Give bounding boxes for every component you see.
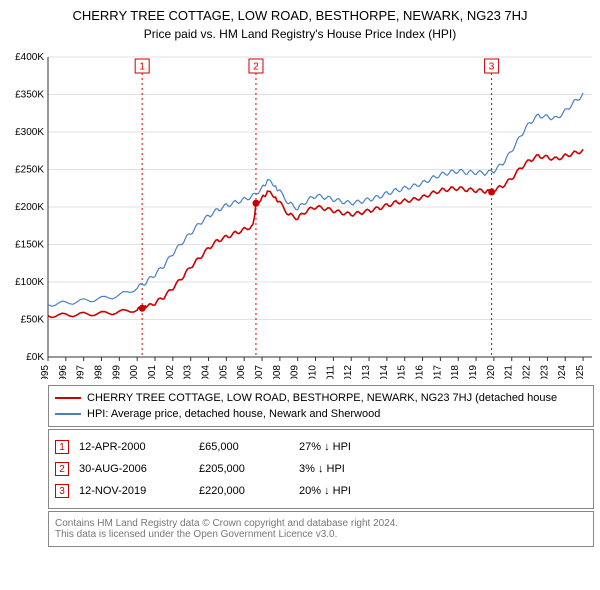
chart-title: CHERRY TREE COTTAGE, LOW ROAD, BESTHORPE… xyxy=(6,8,594,23)
event-date: 12-NOV-2019 xyxy=(79,485,189,497)
svg-text:£100K: £100K xyxy=(15,277,44,288)
event-delta: 3% ↓ HPI xyxy=(299,463,419,475)
legend-label: HPI: Average price, detached house, Newa… xyxy=(87,408,380,420)
event-row: 3 12-NOV-2019 £220,000 20% ↓ HPI xyxy=(55,480,587,502)
event-row: 2 30-AUG-2006 £205,000 3% ↓ HPI xyxy=(55,458,587,480)
events-table: 1 12-APR-2000 £65,000 27% ↓ HPI 2 30-AUG-2006… xyxy=(48,429,594,509)
svg-text:2008: 2008 xyxy=(272,365,283,379)
svg-text:2024: 2024 xyxy=(557,365,568,379)
svg-text:2009: 2009 xyxy=(290,365,301,379)
svg-text:2002: 2002 xyxy=(165,365,176,379)
svg-text:2012: 2012 xyxy=(343,365,354,379)
svg-text:2011: 2011 xyxy=(325,365,336,379)
svg-text:2000: 2000 xyxy=(129,365,140,379)
event-price: £220,000 xyxy=(199,485,289,497)
svg-text:£50K: £50K xyxy=(21,315,45,326)
legend: CHERRY TREE COTTAGE, LOW ROAD, BESTHORPE… xyxy=(48,385,594,427)
svg-text:2004: 2004 xyxy=(201,365,212,379)
event-marker: 3 xyxy=(55,484,69,498)
svg-text:2022: 2022 xyxy=(522,365,533,379)
attribution-footer: Contains HM Land Registry data © Crown c… xyxy=(48,511,594,547)
svg-text:1997: 1997 xyxy=(76,365,87,379)
svg-text:2010: 2010 xyxy=(308,365,319,379)
svg-text:2018: 2018 xyxy=(450,365,461,379)
svg-text:£250K: £250K xyxy=(15,165,44,176)
svg-text:£400K: £400K xyxy=(15,52,44,63)
svg-text:£0K: £0K xyxy=(26,352,44,363)
svg-text:2005: 2005 xyxy=(218,365,229,379)
event-row: 1 12-APR-2000 £65,000 27% ↓ HPI xyxy=(55,436,587,458)
event-date: 30-AUG-2006 xyxy=(79,463,189,475)
svg-text:2016: 2016 xyxy=(415,365,426,379)
svg-text:2020: 2020 xyxy=(486,365,497,379)
legend-row: HPI: Average price, detached house, Newa… xyxy=(55,406,587,422)
event-delta: 27% ↓ HPI xyxy=(299,441,419,453)
footer-line-1: Contains HM Land Registry data © Crown c… xyxy=(55,518,587,529)
svg-text:2017: 2017 xyxy=(432,365,443,379)
svg-text:2014: 2014 xyxy=(379,365,390,379)
svg-text:1: 1 xyxy=(139,62,145,73)
legend-swatch xyxy=(55,397,81,399)
event-marker: 2 xyxy=(55,462,69,476)
svg-text:2019: 2019 xyxy=(468,365,479,379)
event-delta: 20% ↓ HPI xyxy=(299,485,419,497)
event-marker: 1 xyxy=(55,440,69,454)
svg-text:2006: 2006 xyxy=(236,365,247,379)
svg-text:2013: 2013 xyxy=(361,365,372,379)
svg-text:1996: 1996 xyxy=(58,365,69,379)
svg-text:2023: 2023 xyxy=(539,365,550,379)
event-price: £205,000 xyxy=(199,463,289,475)
svg-text:1998: 1998 xyxy=(94,365,105,379)
svg-text:2021: 2021 xyxy=(504,365,515,379)
svg-text:£200K: £200K xyxy=(15,202,44,213)
svg-text:1999: 1999 xyxy=(111,365,122,379)
chart-subtitle: Price paid vs. HM Land Registry's House … xyxy=(6,27,594,41)
svg-text:1995: 1995 xyxy=(40,365,51,379)
svg-text:£350K: £350K xyxy=(15,90,44,101)
svg-text:£150K: £150K xyxy=(15,240,44,251)
legend-swatch xyxy=(55,413,81,415)
footer-line-2: This data is licensed under the Open Gov… xyxy=(55,529,587,540)
svg-text:2025: 2025 xyxy=(575,365,586,379)
svg-text:2: 2 xyxy=(253,62,259,73)
legend-row: CHERRY TREE COTTAGE, LOW ROAD, BESTHORPE… xyxy=(55,390,587,406)
svg-text:£300K: £300K xyxy=(15,127,44,138)
line-chart: £0K £50K £100K £150K £200K £250K £300K £350K £40… xyxy=(6,49,594,379)
chart-area: £0K £50K £100K £150K £200K £250K £300K £350K £40… xyxy=(6,49,594,379)
event-date: 12-APR-2000 xyxy=(79,441,189,453)
svg-text:2015: 2015 xyxy=(397,365,408,379)
svg-text:2007: 2007 xyxy=(254,365,265,379)
legend-label: CHERRY TREE COTTAGE, LOW ROAD, BESTHORPE… xyxy=(87,392,557,404)
svg-text:2001: 2001 xyxy=(147,365,158,379)
event-price: £65,000 xyxy=(199,441,289,453)
svg-text:2003: 2003 xyxy=(183,365,194,379)
svg-text:3: 3 xyxy=(489,62,495,73)
